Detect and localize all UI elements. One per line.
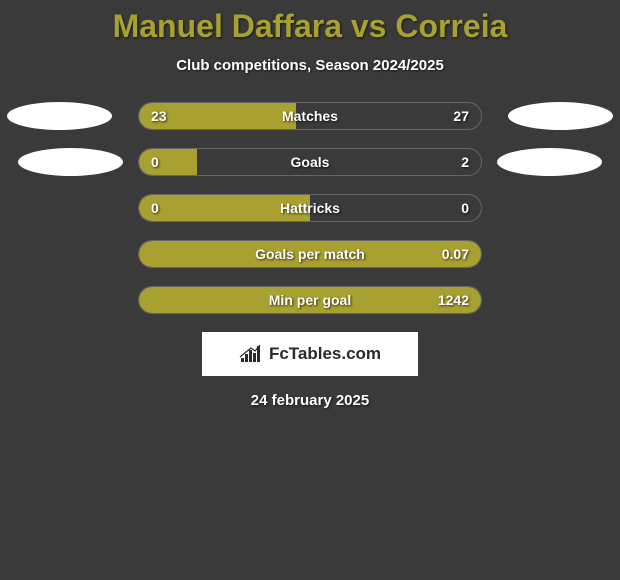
logo-text: FcTables.com — [269, 344, 381, 364]
stat-row-goals: 0 Goals 2 — [0, 148, 620, 176]
bar-wrapper: Goals per match 0.07 — [138, 240, 482, 268]
stat-right-value: 2 — [461, 154, 469, 170]
stat-right-value: 1242 — [438, 292, 469, 308]
bar-fill — [139, 149, 197, 175]
stat-left-value: 0 — [151, 154, 159, 170]
stat-row-goals-per-match: Goals per match 0.07 — [0, 240, 620, 268]
stat-label: Min per goal — [269, 292, 351, 308]
stat-right-value: 0 — [461, 200, 469, 216]
bar-wrapper: 23 Matches 27 — [138, 102, 482, 130]
page-title: Manuel Daffara vs Correia — [113, 8, 508, 45]
subtitle: Club competitions, Season 2024/2025 — [176, 57, 444, 74]
stat-left-value: 23 — [151, 108, 167, 124]
bar-wrapper: Min per goal 1242 — [138, 286, 482, 314]
stat-row-hattricks: 0 Hattricks 0 — [0, 194, 620, 222]
stats-area: 23 Matches 27 0 Goals 2 0 Hattricks 0 — [0, 102, 620, 314]
stat-label: Goals — [291, 154, 330, 170]
stat-right-value: 27 — [453, 108, 469, 124]
bar-wrapper: 0 Hattricks 0 — [138, 194, 482, 222]
date-text: 24 february 2025 — [251, 392, 369, 409]
stat-row-matches: 23 Matches 27 — [0, 102, 620, 130]
logo-box: FcTables.com — [202, 332, 418, 376]
bars-chart-icon — [239, 344, 263, 364]
stat-right-value: 0.07 — [442, 246, 469, 262]
stat-label: Matches — [282, 108, 338, 124]
stat-label: Goals per match — [255, 246, 365, 262]
stat-left-value: 0 — [151, 200, 159, 216]
stat-label: Hattricks — [280, 200, 340, 216]
stat-row-min-per-goal: Min per goal 1242 — [0, 286, 620, 314]
bar-wrapper: 0 Goals 2 — [138, 148, 482, 176]
